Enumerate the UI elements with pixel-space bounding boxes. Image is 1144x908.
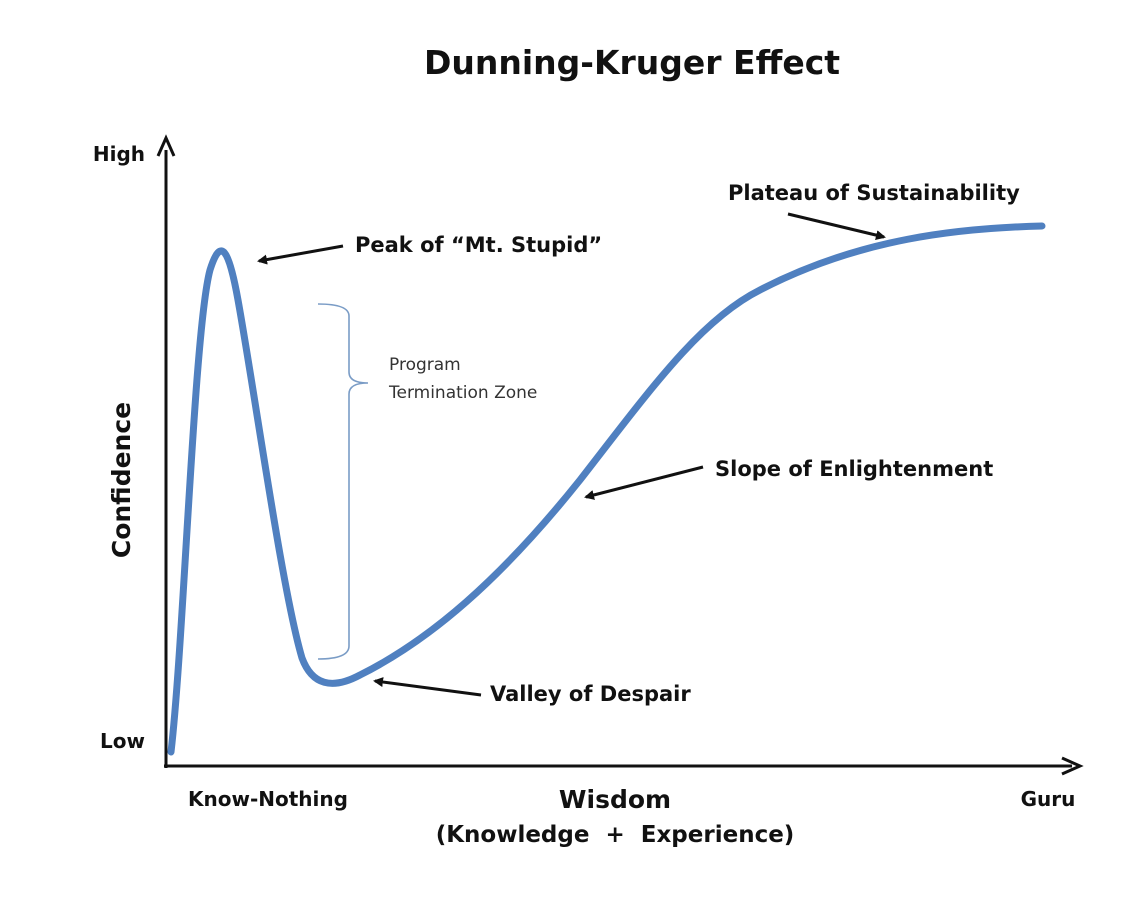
valley-arrow: [373, 677, 482, 697]
axes: [156, 134, 1084, 776]
diagram-title: Dunning-Kruger Effect: [424, 43, 840, 82]
termination-zone-label: Program Termination Zone: [388, 355, 537, 403]
slope-label: Slope of Enlightenment: [715, 457, 993, 481]
x-axis-end-label: Guru: [1021, 787, 1076, 811]
y-axis-high-label: High: [93, 142, 145, 166]
y-axis-low-label: Low: [100, 729, 145, 753]
peak-arrow: [257, 244, 344, 265]
plateau-label: Plateau of Sustainability: [728, 181, 1020, 205]
y-axis-arrowhead: [156, 134, 176, 157]
termination-zone-line2: Termination Zone: [388, 383, 537, 403]
peak-label: Peak of “Mt. Stupid”: [355, 233, 602, 257]
termination-zone-line1: Program: [389, 355, 461, 375]
plateau-arrow: [787, 212, 886, 240]
slope-arrow: [584, 465, 704, 500]
x-axis-start-label: Know-Nothing: [188, 787, 348, 811]
termination-zone-bracket: [317, 303, 369, 660]
x-axis-subtitle: (Knowledge + Experience): [436, 822, 795, 848]
confidence-curve: [167, 222, 1046, 756]
valley-label: Valley of Despair: [490, 682, 691, 706]
x-axis-arrowhead: [1061, 756, 1084, 776]
y-axis-title: Confidence: [107, 402, 136, 558]
x-axis-title: Wisdom: [559, 785, 671, 814]
